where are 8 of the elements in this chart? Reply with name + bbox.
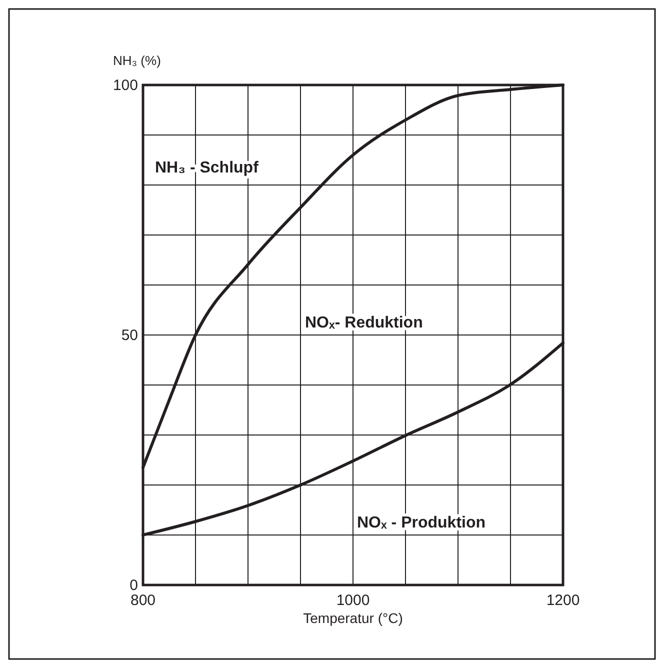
y-tick-label: 0 xyxy=(130,577,138,594)
y-axis-title: NH₃ (%) xyxy=(113,53,161,68)
y-tick-label: 100 xyxy=(112,77,138,94)
x-tick-label: 1000 xyxy=(336,592,370,609)
x-tick-label: 800 xyxy=(130,592,156,609)
y-tick-label: 50 xyxy=(121,327,138,344)
x-axis-title: Temperatur (°C) xyxy=(303,610,403,626)
x-tick-label: 1200 xyxy=(546,592,580,609)
